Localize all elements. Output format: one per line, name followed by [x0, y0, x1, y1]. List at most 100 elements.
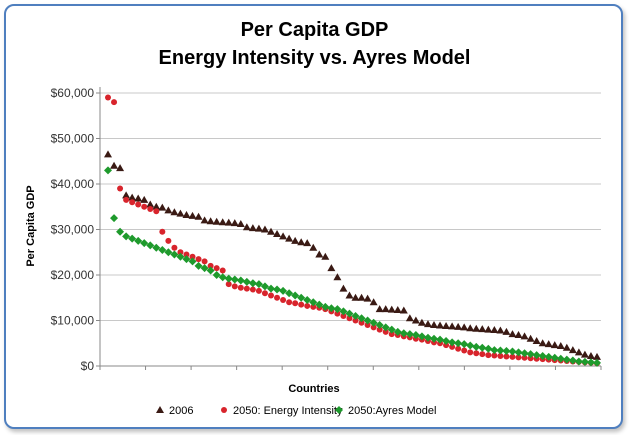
data-point: [417, 318, 426, 326]
data-point: [514, 348, 523, 357]
data-point: [369, 298, 378, 306]
data-point: [532, 336, 541, 344]
data-point: [243, 285, 250, 292]
data-point: [213, 265, 220, 272]
gridlines: [96, 92, 601, 367]
data-point: [207, 262, 214, 269]
data-point: [104, 150, 112, 158]
data-point: [363, 316, 372, 325]
data-point: [116, 227, 125, 236]
data-point: [387, 325, 396, 334]
data-point: [405, 330, 414, 339]
data-point: [164, 206, 173, 214]
data-point: [375, 305, 384, 313]
data-point: [358, 319, 365, 326]
data-point: [520, 332, 529, 340]
data-point: [526, 350, 535, 359]
data-point: [556, 341, 565, 349]
data-point: [230, 275, 239, 284]
data-point: [399, 329, 408, 338]
data-point: [182, 210, 191, 218]
data-point: [171, 244, 178, 251]
data-point: [442, 321, 451, 329]
data-point: [593, 358, 601, 367]
data-point: [303, 296, 312, 305]
data-point: [309, 298, 318, 307]
data-point: [218, 218, 227, 226]
data-point: [485, 352, 492, 359]
data-point: [206, 217, 215, 225]
data-point: [562, 355, 571, 364]
data-point: [236, 220, 245, 228]
data-point: [141, 203, 148, 210]
data-point: [274, 294, 281, 301]
data-point: [260, 282, 269, 291]
data-point: [321, 252, 330, 260]
data-point: [286, 299, 293, 306]
data-point: [128, 234, 137, 243]
data-point: [460, 323, 469, 331]
data-point: [520, 349, 529, 358]
data-point: [164, 248, 173, 257]
data-point: [254, 280, 263, 289]
data-point: [562, 343, 571, 351]
data-point: [249, 286, 256, 293]
data-point: [224, 218, 233, 226]
data-point: [503, 353, 510, 360]
data-point: [152, 202, 161, 210]
data-point: [339, 307, 348, 316]
data-point: [297, 238, 306, 246]
data-point: [110, 214, 119, 223]
data-point: [304, 302, 311, 309]
data-point: [128, 193, 137, 201]
data-point: [448, 338, 457, 347]
data-point: [321, 302, 330, 311]
data-point: [382, 328, 389, 335]
data-point: [538, 351, 547, 360]
data-point: [177, 249, 184, 256]
data-point: [423, 320, 432, 328]
y-tick-label: $20,000: [51, 268, 95, 282]
data-point: [158, 203, 167, 211]
data-point: [165, 237, 172, 244]
data-point: [580, 357, 589, 366]
data-point: [526, 334, 535, 342]
data-point: [152, 243, 161, 252]
data-point: [364, 322, 371, 329]
series-1: [104, 150, 601, 360]
data-point: [449, 343, 456, 350]
data-point: [478, 343, 487, 352]
data-point: [334, 310, 341, 317]
legend-label: 2006: [169, 405, 193, 417]
data-point: [472, 324, 481, 332]
data-point: [502, 346, 511, 355]
data-point: [279, 232, 288, 240]
data-point: [417, 332, 426, 341]
data-point: [508, 330, 517, 338]
data-point: [466, 341, 475, 350]
data-point: [357, 293, 366, 301]
data-point: [110, 161, 119, 169]
legend-label: 2050:Ayres Model: [348, 405, 436, 417]
data-point: [315, 300, 324, 309]
chart-title-line-1: Per Capita GDP: [240, 19, 389, 41]
series-2: [105, 94, 600, 367]
data-point: [116, 164, 125, 172]
data-point: [399, 306, 408, 314]
data-point: [405, 314, 414, 322]
data-point: [586, 351, 595, 359]
data-point: [509, 353, 516, 360]
y-axis-tick-labels: $0 $10,000 $20,000 $30,000 $40,000 $50,000 $60…: [51, 86, 95, 373]
data-point: [544, 340, 553, 348]
data-point: [496, 346, 505, 355]
data-point: [527, 355, 534, 362]
data-point: [189, 253, 196, 260]
data-point: [129, 199, 136, 206]
data-point: [188, 257, 197, 266]
legend-marker: [335, 406, 343, 414]
data-point: [158, 245, 167, 254]
data-points: [104, 94, 601, 367]
data-point: [242, 223, 251, 231]
data-point: [176, 252, 185, 261]
data-point: [285, 289, 294, 298]
